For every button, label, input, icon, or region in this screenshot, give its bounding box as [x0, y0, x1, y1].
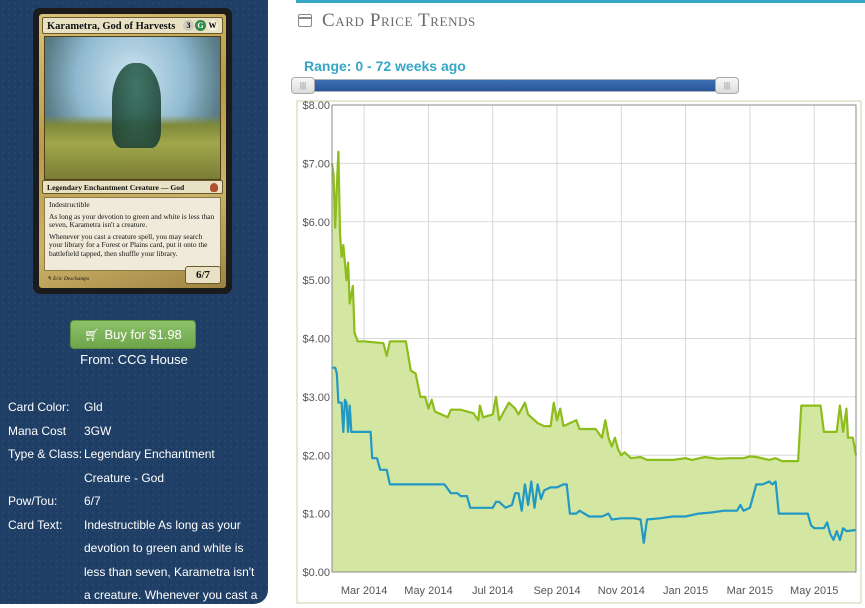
y-tick-label: $8.00 — [302, 100, 330, 112]
sidebar: Karametra, God of Harvests 3 G W Legenda… — [0, 0, 268, 604]
y-tick-label: $2.00 — [302, 450, 330, 462]
card-rules-line: Whenever you cast a creature spell, you … — [49, 231, 208, 258]
card-rules-line: As long as your devotion to green and wh… — [49, 211, 215, 230]
y-tick-label: $1.00 — [302, 509, 330, 521]
detail-row-mana-cost: Mana Cost 3GW — [8, 420, 263, 444]
plot-border — [331, 104, 857, 573]
card-type-line: Legendary Enchantment Creature — God — [47, 183, 185, 192]
card-power-toughness: 6/7 — [185, 266, 221, 284]
section-title-text: Card Price Trends — [322, 10, 476, 31]
y-tick-label: $7.00 — [302, 158, 330, 170]
card-mana-symbols: 3 G W — [183, 20, 218, 31]
y-tick-label: $4.00 — [302, 334, 330, 346]
detail-label: Mana Cost — [8, 423, 67, 438]
card-image: Karametra, God of Harvests 3 G W Legenda… — [33, 8, 232, 294]
price-chart[interactable]: $0.00 $1.00 $2.00 $3.00 $4.00 $5.00 $6.00 $7.00… — [296, 100, 862, 604]
y-tick-label: $6.00 — [302, 217, 330, 229]
x-tick-label: Mar 2015 — [727, 585, 773, 597]
detail-row-card-text: Card Text: Indestructible As long as you… — [8, 514, 263, 608]
buy-button[interactable]: 🛒︎ Buy for $1.98 — [70, 320, 196, 349]
detail-value: 3GW — [84, 423, 112, 438]
x-tick-label: Nov 2014 — [598, 585, 645, 597]
detail-value: Indestructible As long as your devotion … — [84, 517, 258, 603]
accent-rule — [296, 0, 865, 3]
card-name: Karametra, God of Harvests — [47, 21, 176, 32]
range-slider[interactable]: ||| ||| — [291, 77, 739, 94]
detail-row-pow-tou: Pow/Tou: 6/7 — [8, 490, 263, 514]
y-tick-label: $3.00 — [302, 392, 330, 404]
cart-icon: 🛒︎ — [84, 328, 100, 342]
x-tick-label: May 2015 — [790, 585, 838, 597]
x-tick-label: Jul 2014 — [472, 585, 514, 597]
x-tick-label: Sep 2014 — [533, 585, 580, 597]
card-details: Card Color: Gld Mana Cost 3GW Type & Cla… — [8, 396, 263, 608]
calendar-icon — [298, 14, 312, 27]
range-label: Range: 0 - 72 weeks ago — [304, 58, 466, 74]
main-panel: Card Price Trends Range: 0 - 72 weeks ag… — [268, 0, 865, 604]
mana-green-symbol: G — [195, 20, 206, 31]
detail-value: Gld — [84, 400, 103, 414]
detail-row-type: Type & Class: Legendary Enchantment Crea… — [8, 443, 263, 490]
detail-label: Type & Class: — [8, 447, 83, 461]
card-art-figure — [111, 62, 161, 148]
section-title: Card Price Trends — [298, 10, 476, 32]
detail-label: Card Color: — [8, 400, 70, 414]
price-line-high — [330, 150, 858, 463]
range-slider-start-handle[interactable]: ||| — [291, 77, 315, 94]
detail-value: 6/7 — [84, 494, 101, 508]
detail-value: Legendary Enchantment Creature - God — [84, 447, 215, 485]
series-area — [332, 151, 856, 572]
range-slider-fill — [303, 80, 723, 91]
y-tick-label: $0.00 — [302, 567, 330, 579]
card-artist: ✎ Eric Deschamps — [47, 276, 90, 282]
mana-white-symbol: W — [207, 20, 218, 31]
card-frame: Karametra, God of Harvests 3 G W Legenda… — [39, 14, 226, 288]
mana-generic-symbol: 3 — [183, 20, 194, 31]
detail-label: Pow/Tou: — [8, 494, 58, 508]
range-slider-end-handle[interactable]: ||| — [715, 77, 739, 94]
card-art — [44, 36, 221, 180]
y-tick-label: $5.00 — [302, 275, 330, 287]
buy-button-label: Buy for $1.98 — [104, 327, 182, 342]
detail-label: Card Text: — [8, 517, 63, 532]
card-type-bar: Legendary Enchantment Creature — God — [42, 180, 223, 194]
x-tick-label: Jan 2015 — [663, 585, 708, 597]
price-chart-svg: $0.00 $1.00 $2.00 $3.00 $4.00 $5.00 $6.00 $7.00… — [296, 100, 862, 604]
seller-label: From: CCG House — [80, 352, 188, 367]
card-name-bar: Karametra, God of Harvests 3 G W — [42, 17, 223, 34]
card-text-box: Indestructible As long as your devotion … — [44, 197, 221, 271]
x-tick-label: May 2014 — [404, 585, 452, 597]
price-line-low — [332, 366, 857, 544]
card-rules-line: Indestructible — [49, 200, 90, 209]
set-symbol-icon — [210, 183, 218, 192]
x-tick-label: Mar 2014 — [341, 585, 387, 597]
detail-row-color: Card Color: Gld — [8, 396, 263, 420]
